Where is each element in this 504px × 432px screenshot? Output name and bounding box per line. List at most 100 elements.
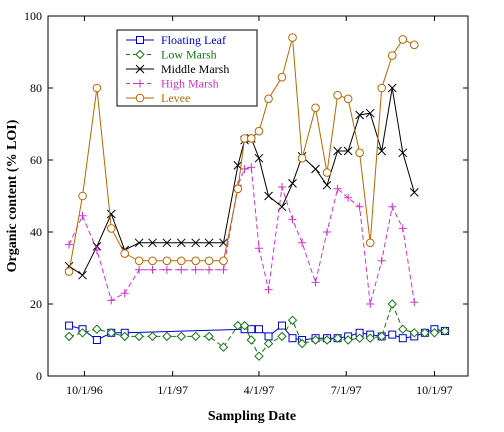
data-point-high-marsh — [399, 224, 407, 232]
data-point-levee — [265, 95, 273, 103]
data-point-floating-leaf — [265, 333, 272, 340]
data-point-high-marsh — [298, 239, 306, 247]
data-point-levee — [163, 257, 171, 265]
legend-label: Low Marsh — [161, 48, 217, 62]
data-point-low-marsh — [399, 325, 407, 333]
data-point-levee — [298, 154, 306, 162]
data-point-high-marsh — [323, 228, 331, 236]
data-point-floating-leaf — [389, 331, 396, 338]
x-tick-label: 1/1/97 — [157, 383, 188, 397]
data-point-middle-marsh — [255, 154, 263, 162]
data-point-low-marsh — [388, 300, 396, 308]
data-point-low-marsh — [247, 336, 255, 344]
data-point-high-marsh — [65, 241, 73, 249]
data-point-levee — [323, 169, 331, 177]
data-point-low-marsh — [163, 332, 171, 340]
data-point-low-marsh — [177, 332, 185, 340]
x-tick-label: 7/1/97 — [331, 383, 362, 397]
data-point-low-marsh — [278, 332, 286, 340]
data-point-high-marsh — [312, 278, 320, 286]
data-point-levee — [65, 268, 73, 276]
data-point-floating-leaf — [66, 322, 73, 329]
data-point-high-marsh — [163, 266, 171, 274]
x-axis-label: Sampling Date — [208, 409, 296, 424]
data-point-levee — [356, 149, 364, 157]
data-point-middle-marsh — [312, 165, 320, 173]
data-point-levee — [378, 84, 386, 92]
plot-frame — [48, 16, 468, 376]
data-point-high-marsh — [205, 266, 213, 274]
data-point-levee — [411, 41, 419, 49]
data-point-high-marsh — [265, 286, 273, 294]
data-point-levee — [234, 185, 242, 193]
data-point-levee — [205, 257, 213, 265]
data-point-low-marsh — [65, 332, 73, 340]
data-point-low-marsh — [265, 340, 273, 348]
data-point-high-marsh — [278, 183, 286, 191]
x-tick-label: 10/1/97 — [416, 383, 453, 397]
data-point-levee — [93, 84, 101, 92]
data-point-levee — [334, 91, 342, 99]
data-point-levee — [135, 257, 143, 265]
y-tick-label: 40 — [30, 225, 42, 239]
legend-label: Levee — [161, 91, 190, 105]
data-point-middle-marsh — [410, 188, 418, 196]
y-tick-label: 100 — [24, 9, 42, 23]
y-tick-label: 80 — [30, 81, 42, 95]
data-point-levee — [121, 250, 129, 258]
data-point-high-marsh — [388, 203, 396, 211]
data-point-low-marsh — [255, 352, 263, 360]
data-point-high-marsh — [410, 298, 418, 306]
legend-label: Floating Leaf — [161, 33, 226, 47]
data-point-low-marsh — [93, 325, 101, 333]
series-high-marsh — [65, 163, 418, 308]
data-point-levee — [366, 239, 374, 247]
data-point-floating-leaf — [399, 335, 406, 342]
data-point-high-marsh — [149, 266, 157, 274]
data-point-high-marsh — [378, 257, 386, 265]
data-point-high-marsh — [107, 296, 115, 304]
data-point-high-marsh — [247, 163, 255, 171]
data-point-high-marsh — [255, 244, 263, 252]
x-tick-label: 10/1/96 — [66, 383, 103, 397]
data-point-middle-marsh — [265, 192, 273, 200]
data-point-high-marsh — [289, 215, 297, 223]
data-point-levee — [278, 73, 286, 81]
legend-label: Middle Marsh — [161, 62, 229, 76]
data-point-low-marsh — [219, 343, 227, 351]
data-point-levee — [289, 34, 297, 42]
data-point-low-marsh — [289, 316, 297, 324]
data-point-high-marsh — [135, 266, 143, 274]
legend-label: High Marsh — [161, 77, 219, 91]
data-point-high-marsh — [356, 203, 364, 211]
data-point-middle-marsh — [323, 181, 331, 189]
data-point-levee — [149, 257, 157, 265]
data-point-middle-marsh — [79, 271, 87, 279]
x-tick-label: 4/1/97 — [244, 383, 275, 397]
series-floating-leaf — [66, 322, 449, 343]
data-point-low-marsh — [135, 332, 143, 340]
data-point-levee — [107, 225, 115, 233]
data-point-levee — [220, 257, 228, 265]
legend-marker — [136, 94, 144, 102]
data-point-high-marsh — [121, 289, 129, 297]
data-point-floating-leaf — [93, 337, 100, 344]
legend-marker — [137, 37, 144, 44]
y-tick-label: 20 — [30, 297, 42, 311]
y-tick-label: 0 — [36, 369, 42, 383]
data-point-middle-marsh — [107, 210, 115, 218]
data-point-floating-leaf — [289, 335, 296, 342]
data-point-floating-leaf — [255, 326, 262, 333]
legend: Floating LeafLow MarshMiddle MarshHigh M… — [117, 30, 257, 106]
data-point-floating-leaf — [278, 322, 285, 329]
data-point-levee — [255, 127, 263, 135]
data-point-levee — [312, 104, 320, 112]
data-point-low-marsh — [205, 332, 213, 340]
series-middle-marsh — [65, 84, 418, 279]
data-point-levee — [344, 95, 352, 103]
data-point-levee — [177, 257, 185, 265]
data-point-high-marsh — [366, 300, 374, 308]
data-point-high-marsh — [241, 165, 249, 173]
data-point-levee — [399, 36, 407, 44]
